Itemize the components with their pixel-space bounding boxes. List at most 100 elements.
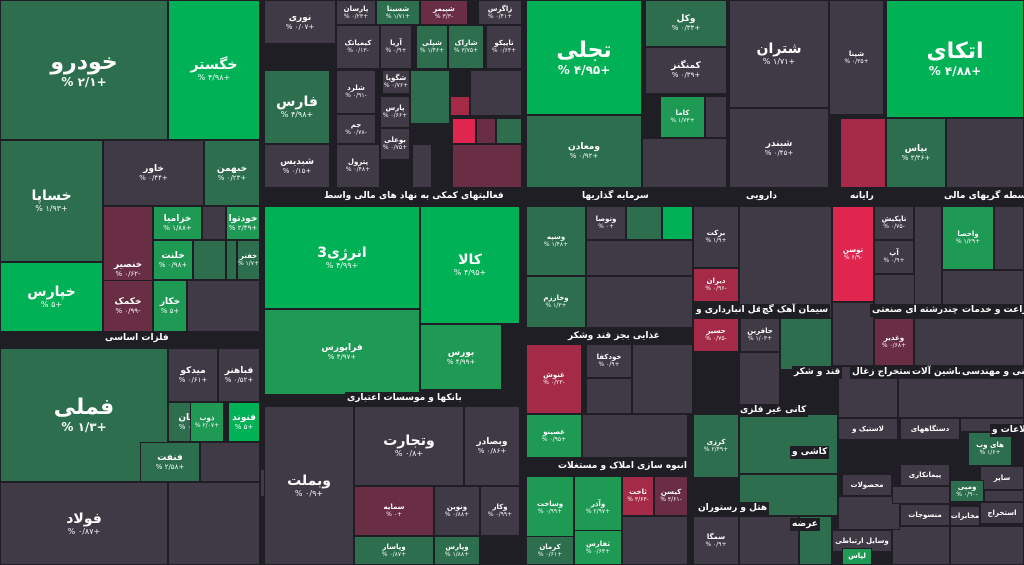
stock-tile[interactable]: خاور +۰/۴۴ %: [103, 140, 204, 206]
stock-tile[interactable]: کاما +۱/۷۳ %: [660, 96, 705, 138]
stock-tile[interactable]: [780, 318, 832, 370]
stock-tile[interactable]: خساپا +۱/۹۳ %: [0, 140, 103, 262]
stock-tile[interactable]: کیمیاتک -۰/۱۳ %: [336, 25, 380, 69]
stock-tile[interactable]: وکار +۰/۹۹ %: [480, 486, 520, 536]
stock-tile[interactable]: وتوصا +۰ %: [586, 206, 626, 240]
stock-tile[interactable]: آپ +۰/۹ %: [874, 240, 914, 274]
stock-tile[interactable]: [626, 206, 662, 240]
stock-tile[interactable]: شپیمر -۳/۳ %: [420, 0, 468, 25]
stock-tile[interactable]: خلنت +۰/۹۸ %: [153, 240, 193, 280]
stock-tile[interactable]: [950, 526, 1024, 565]
stock-tile[interactable]: پترول +۰/۴۸ %: [336, 144, 380, 188]
stock-tile[interactable]: محصولات: [842, 474, 892, 496]
stock-tile[interactable]: حافرین +۱/۰۳ %: [740, 318, 780, 352]
stock-tile[interactable]: شاراک +۳/۷۵ %: [448, 25, 484, 69]
stock-tile[interactable]: [632, 344, 693, 414]
stock-tile[interactable]: اتکای +۴/۸۸ %: [886, 0, 1024, 118]
stock-tile[interactable]: وغدیر +۰/۶۸ %: [874, 318, 914, 366]
stock-tile[interactable]: دیران -۰/۹۶ %: [693, 268, 739, 302]
stock-tile[interactable]: [739, 414, 838, 474]
stock-tile[interactable]: شگویا +۰/۷۶ %: [382, 70, 410, 94]
stock-tile[interactable]: [187, 280, 260, 332]
stock-tile[interactable]: بورس +۴/۹۹ %: [420, 324, 502, 390]
stock-tile[interactable]: مخابرات: [950, 506, 980, 526]
stock-tile[interactable]: شبندر +۰/۴۵ %: [729, 108, 829, 188]
stock-tile[interactable]: [832, 302, 874, 366]
stock-tile[interactable]: کمنگنز +۰/۳۹ %: [645, 47, 727, 94]
stock-tile[interactable]: نوری +۰/۰۷ %: [264, 0, 336, 44]
stock-tile[interactable]: [193, 240, 226, 280]
stock-tile[interactable]: [946, 118, 1024, 188]
stock-tile[interactable]: پارسان +۰/۲۳ %: [336, 0, 376, 25]
stock-tile[interactable]: فولاد +۰/۸۷ %: [0, 482, 168, 565]
stock-tile[interactable]: سمگا +۰/۹ %: [693, 516, 739, 565]
stock-tile[interactable]: [452, 144, 522, 188]
stock-tile[interactable]: [450, 96, 470, 116]
stock-tile[interactable]: [168, 482, 260, 565]
stock-tile[interactable]: پیمانکاری: [900, 464, 950, 486]
stock-tile[interactable]: [739, 352, 780, 414]
stock-tile[interactable]: توسن -۶/۹ %: [832, 206, 874, 302]
stock-tile[interactable]: سمایه +۰ %: [354, 486, 434, 536]
stock-tile[interactable]: تاپیکو +۰/۶۴ %: [486, 25, 522, 69]
stock-tile[interactable]: تجلی +۴/۹۵ %: [526, 0, 642, 115]
stock-tile[interactable]: [984, 490, 1024, 502]
stock-tile[interactable]: [452, 118, 476, 144]
stock-tile[interactable]: کالا +۴/۹۵ %: [420, 206, 520, 324]
stock-tile[interactable]: وبملت +۰/۹ %: [264, 406, 354, 565]
stock-tile[interactable]: وپاسار +۰/۸۷ %: [354, 536, 434, 565]
stock-tile[interactable]: [914, 318, 1024, 366]
stock-tile[interactable]: وسپه +۱/۴۸ %: [526, 206, 586, 276]
stock-tile[interactable]: شبدیس +۰/۱۵ %: [264, 144, 330, 188]
stock-tile[interactable]: خکار +۵ %: [153, 280, 187, 332]
stock-tile[interactable]: خودتوا +۲/۴۹ %: [226, 206, 260, 240]
stock-tile[interactable]: وخارزم +۱/۳ %: [526, 276, 586, 328]
stock-tile[interactable]: میدکو +۰/۶۱ %: [168, 348, 218, 402]
stock-tile[interactable]: [622, 516, 688, 565]
stock-tile[interactable]: [582, 414, 688, 458]
stock-tile[interactable]: خودکفا +۰/۹ %: [586, 344, 632, 378]
stock-tile[interactable]: وساخت +۰/۹۹ %: [526, 476, 574, 540]
stock-tile[interactable]: وبصادر +۰/۸۶ %: [464, 406, 520, 486]
stock-tile[interactable]: های وب +۱/۶ %: [968, 432, 1012, 466]
stock-tile[interactable]: فنوند +۵ %: [228, 402, 260, 442]
stock-tile[interactable]: خودرو +۲/۱ %: [0, 0, 168, 140]
stock-tile[interactable]: ومپی -۰/۹۰ %: [950, 480, 984, 502]
stock-tile[interactable]: غصینو +۰/۹۵ %: [526, 414, 582, 458]
stock-tile[interactable]: پارس +۰/۶۶ %: [380, 96, 410, 128]
stock-tile[interactable]: کرمان +۰/۶۱ %: [526, 536, 574, 565]
stock-tile[interactable]: [892, 486, 950, 504]
stock-tile[interactable]: کیسن -۳/۶۱ %: [654, 476, 688, 516]
stock-tile[interactable]: [496, 118, 522, 144]
stock-tile[interactable]: [586, 276, 693, 328]
stock-tile[interactable]: [662, 206, 693, 240]
stock-tile[interactable]: شلرد -۰/۹۱ %: [336, 70, 376, 114]
stock-tile[interactable]: بوعلی +۰/۷۵ %: [380, 128, 410, 160]
stock-tile[interactable]: برکت +۱/۹ %: [693, 206, 739, 268]
stock-tile[interactable]: [994, 206, 1024, 270]
stock-tile[interactable]: [200, 442, 260, 482]
stock-tile[interactable]: کرزی +۲/۴۹ %: [693, 414, 739, 478]
stock-tile[interactable]: وپارس +۱/۸۸ %: [434, 536, 480, 565]
stock-tile[interactable]: [914, 206, 942, 318]
stock-tile[interactable]: واحصا +۱/۲۹ %: [942, 206, 994, 270]
stock-tile[interactable]: شپنا +۰/۳۵ %: [829, 0, 884, 115]
stock-tile[interactable]: ثفارس +۰/۶۳ %: [574, 530, 622, 565]
stock-tile[interactable]: [739, 206, 832, 318]
stock-tile[interactable]: تاپکیش -۰/۷۵ %: [874, 206, 914, 240]
stock-tile[interactable]: فباهنر +۰/۵۲ %: [218, 348, 260, 402]
stock-tile[interactable]: شتران +۱/۷۱ %: [729, 0, 829, 108]
stock-tile[interactable]: [840, 118, 886, 188]
stock-tile[interactable]: فرابورس +۴/۹۷ %: [264, 309, 420, 395]
stock-tile[interactable]: آریا +۰/۹ %: [380, 25, 412, 69]
stock-tile[interactable]: [226, 240, 237, 280]
stock-tile[interactable]: [642, 138, 727, 188]
stock-tile[interactable]: [470, 70, 522, 116]
stock-tile[interactable]: [412, 144, 432, 188]
stock-tile[interactable]: [705, 96, 727, 138]
stock-tile[interactable]: [586, 240, 693, 276]
stock-tile[interactable]: خپارس +۵ %: [0, 262, 103, 332]
stock-tile[interactable]: ومعادن +۰/۹۲ %: [526, 115, 642, 188]
stock-tile[interactable]: ونوین +۰/۸۸ %: [434, 486, 480, 536]
stock-tile[interactable]: لپاس: [842, 548, 872, 565]
